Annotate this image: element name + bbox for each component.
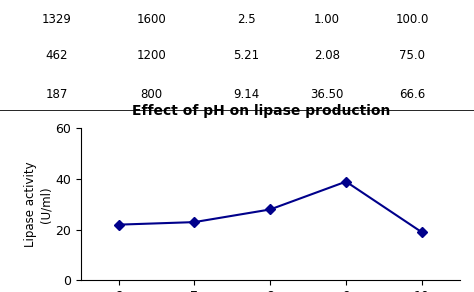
Text: 36.50: 36.50: [310, 88, 344, 101]
Text: 2.08: 2.08: [314, 49, 340, 62]
Text: 75.0: 75.0: [400, 49, 425, 62]
Text: 66.6: 66.6: [399, 88, 426, 101]
Text: 187: 187: [46, 88, 68, 101]
Text: Effect of pH on lipase production: Effect of pH on lipase production: [131, 104, 390, 118]
Text: 800: 800: [141, 88, 163, 101]
Text: 1329: 1329: [42, 13, 72, 27]
Text: 1600: 1600: [137, 13, 166, 27]
Text: 1200: 1200: [137, 49, 166, 62]
Text: 1.00: 1.00: [314, 13, 340, 27]
Text: 2.5: 2.5: [237, 13, 256, 27]
Text: 100.0: 100.0: [396, 13, 429, 27]
Text: 9.14: 9.14: [233, 88, 260, 101]
Y-axis label: Lipase activity
(U/ml): Lipase activity (U/ml): [24, 161, 52, 247]
Text: 462: 462: [46, 49, 68, 62]
Text: 5.21: 5.21: [233, 49, 260, 62]
